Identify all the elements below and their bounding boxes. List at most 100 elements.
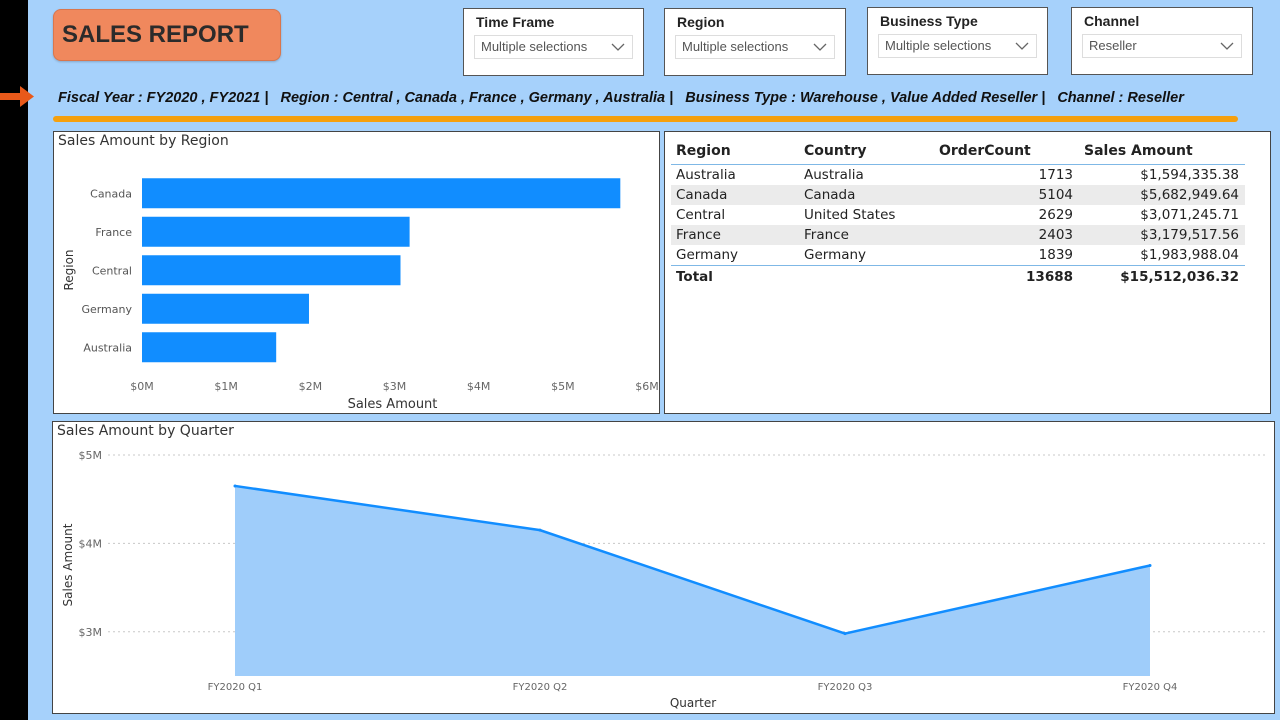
slicer-channel-label: Channel bbox=[1084, 13, 1140, 29]
col-header-ordercount[interactable]: OrderCount bbox=[934, 138, 1079, 165]
cell-country: Canada bbox=[799, 185, 934, 205]
data-point bbox=[1148, 564, 1152, 567]
table-total-row: Total 13688 $15,512,036.32 bbox=[671, 265, 1245, 288]
x-axis-label: Sales Amount bbox=[348, 397, 438, 412]
region-bar-chart-panel: Sales Amount by Region Canada France Centr… bbox=[53, 131, 660, 414]
cell-region: Germany bbox=[676, 247, 739, 263]
region-value: Multiple selections bbox=[682, 39, 789, 54]
bar-central bbox=[142, 255, 401, 286]
x-tick-label: FY2020 Q1 bbox=[208, 682, 263, 693]
accent-divider bbox=[53, 116, 1238, 122]
x-tick-label: $4M bbox=[467, 380, 491, 393]
x-tick-label: $0M bbox=[130, 380, 154, 393]
slicer-business-type[interactable]: Business Type Multiple selections bbox=[867, 7, 1048, 75]
channel-value: Reseller bbox=[1089, 38, 1137, 53]
table-row[interactable]: France France 2403 $3,179,517.56 bbox=[671, 225, 1245, 245]
area-fill bbox=[235, 485, 1150, 676]
col-header-region[interactable]: Region bbox=[671, 138, 799, 165]
cell-country: Australia bbox=[804, 167, 864, 183]
x-tick-label: $5M bbox=[551, 380, 575, 393]
y-tick-label: $3M bbox=[79, 626, 103, 639]
cell-sales-amount: $3,071,245.71 bbox=[1140, 207, 1239, 223]
region-bar-chart[interactable]: Canada France Central Germany Australia $0M $1… bbox=[54, 132, 659, 413]
bar-chart-title: Sales Amount by Region bbox=[58, 133, 229, 149]
table-row[interactable]: Australia Australia 1713 $1,594,335.38 bbox=[671, 165, 1245, 186]
bar-france bbox=[142, 216, 410, 247]
y-axis-label: Region bbox=[62, 249, 76, 290]
x-tick-label: FY2020 Q3 bbox=[818, 682, 873, 693]
x-tick-label: FY2020 Q4 bbox=[1123, 682, 1178, 693]
cell-country: France bbox=[799, 225, 934, 245]
bar-germany bbox=[142, 293, 309, 324]
cell-region: France bbox=[671, 225, 799, 245]
report-title: SALES REPORT bbox=[53, 9, 281, 61]
total-country bbox=[799, 265, 934, 288]
time-frame-dropdown[interactable]: Multiple selections bbox=[474, 35, 633, 59]
channel-dropdown[interactable]: Reseller bbox=[1082, 34, 1242, 58]
quarter-area-chart[interactable]: $3M $4M $5M FY2020 Q1 FY2020 Q2 FY2020 Q3 FY20… bbox=[53, 422, 1274, 713]
data-point bbox=[233, 484, 237, 488]
slicer-business-type-label: Business Type bbox=[880, 13, 978, 29]
y-tick-label: $4M bbox=[79, 537, 103, 550]
total-sales-amount: $15,512,036.32 bbox=[1079, 265, 1245, 288]
cell-region: Central bbox=[676, 207, 726, 223]
data-point bbox=[538, 528, 542, 532]
cell-sales-amount: $5,682,949.64 bbox=[1079, 185, 1245, 205]
y-tick-label: Australia bbox=[83, 341, 132, 354]
region-dropdown[interactable]: Multiple selections bbox=[675, 35, 835, 59]
table-row[interactable]: Canada Canada 5104 $5,682,949.64 bbox=[671, 185, 1245, 205]
filter-summary: Fiscal Year : FY2020 , FY2021 | Region :… bbox=[58, 90, 1184, 106]
cell-region: Canada bbox=[671, 185, 799, 205]
business-type-value: Multiple selections bbox=[885, 38, 992, 53]
cell-country: Germany bbox=[804, 247, 867, 263]
chevron-down-icon bbox=[813, 43, 827, 51]
y-tick-label: $5M bbox=[79, 449, 103, 462]
time-frame-value: Multiple selections bbox=[481, 39, 588, 54]
total-ordercount: 13688 bbox=[934, 265, 1079, 288]
total-label: Total bbox=[671, 265, 799, 288]
slicer-channel[interactable]: Channel Reseller bbox=[1071, 7, 1253, 75]
y-tick-label: Germany bbox=[81, 303, 132, 316]
col-header-country[interactable]: Country bbox=[799, 138, 934, 165]
x-tick-label: $3M bbox=[383, 380, 407, 393]
cell-ordercount: 5104 bbox=[934, 185, 1079, 205]
y-tick-label: France bbox=[95, 226, 132, 239]
arrow-right-icon bbox=[0, 86, 34, 107]
y-tick-label: Canada bbox=[90, 187, 132, 200]
cell-ordercount: 2403 bbox=[934, 225, 1079, 245]
region-table-panel: Region Country OrderCount Sales Amount A… bbox=[664, 131, 1271, 414]
table-row[interactable]: Central United States 2629 $3,071,245.71 bbox=[671, 205, 1245, 225]
cell-ordercount: 2629 bbox=[1038, 207, 1073, 223]
cell-ordercount: 1713 bbox=[1038, 167, 1073, 183]
cell-sales-amount: $1,594,335.38 bbox=[1140, 167, 1239, 183]
x-tick-label: $6M bbox=[635, 380, 659, 393]
slicer-time-frame[interactable]: Time Frame Multiple selections bbox=[463, 8, 644, 76]
y-axis-label: Sales Amount bbox=[61, 523, 75, 606]
cell-sales-amount: $3,179,517.56 bbox=[1079, 225, 1245, 245]
slicer-region-label: Region bbox=[677, 14, 725, 30]
chevron-down-icon bbox=[1015, 42, 1029, 50]
slicer-region[interactable]: Region Multiple selections bbox=[664, 8, 846, 76]
region-sales-table: Region Country OrderCount Sales Amount A… bbox=[671, 138, 1245, 288]
bar-canada bbox=[142, 178, 621, 209]
cell-region: Australia bbox=[676, 167, 736, 183]
cell-sales-amount: $1,983,988.04 bbox=[1140, 247, 1239, 263]
table-row[interactable]: Germany Germany 1839 $1,983,988.04 bbox=[671, 245, 1245, 266]
cell-country: United States bbox=[804, 207, 896, 223]
cell-ordercount: 1839 bbox=[1038, 247, 1073, 263]
chevron-down-icon bbox=[611, 43, 625, 51]
data-point bbox=[843, 632, 847, 636]
col-header-sales-amount[interactable]: Sales Amount bbox=[1079, 138, 1245, 165]
bar-australia bbox=[142, 332, 277, 363]
series-line bbox=[234, 484, 1151, 635]
x-tick-label: FY2020 Q2 bbox=[513, 682, 568, 693]
chevron-down-icon bbox=[1220, 42, 1234, 50]
x-tick-label: $2M bbox=[299, 380, 323, 393]
x-tick-label: $1M bbox=[214, 380, 238, 393]
area-chart-title: Sales Amount by Quarter bbox=[57, 423, 234, 439]
x-axis-label: Quarter bbox=[670, 696, 716, 710]
y-tick-label: Central bbox=[92, 264, 132, 277]
business-type-dropdown[interactable]: Multiple selections bbox=[878, 34, 1037, 58]
slicer-time-frame-label: Time Frame bbox=[476, 14, 555, 30]
quarter-area-chart-panel: Sales Amount by Quarter $3M $4M $5M FY2020 … bbox=[52, 421, 1275, 714]
